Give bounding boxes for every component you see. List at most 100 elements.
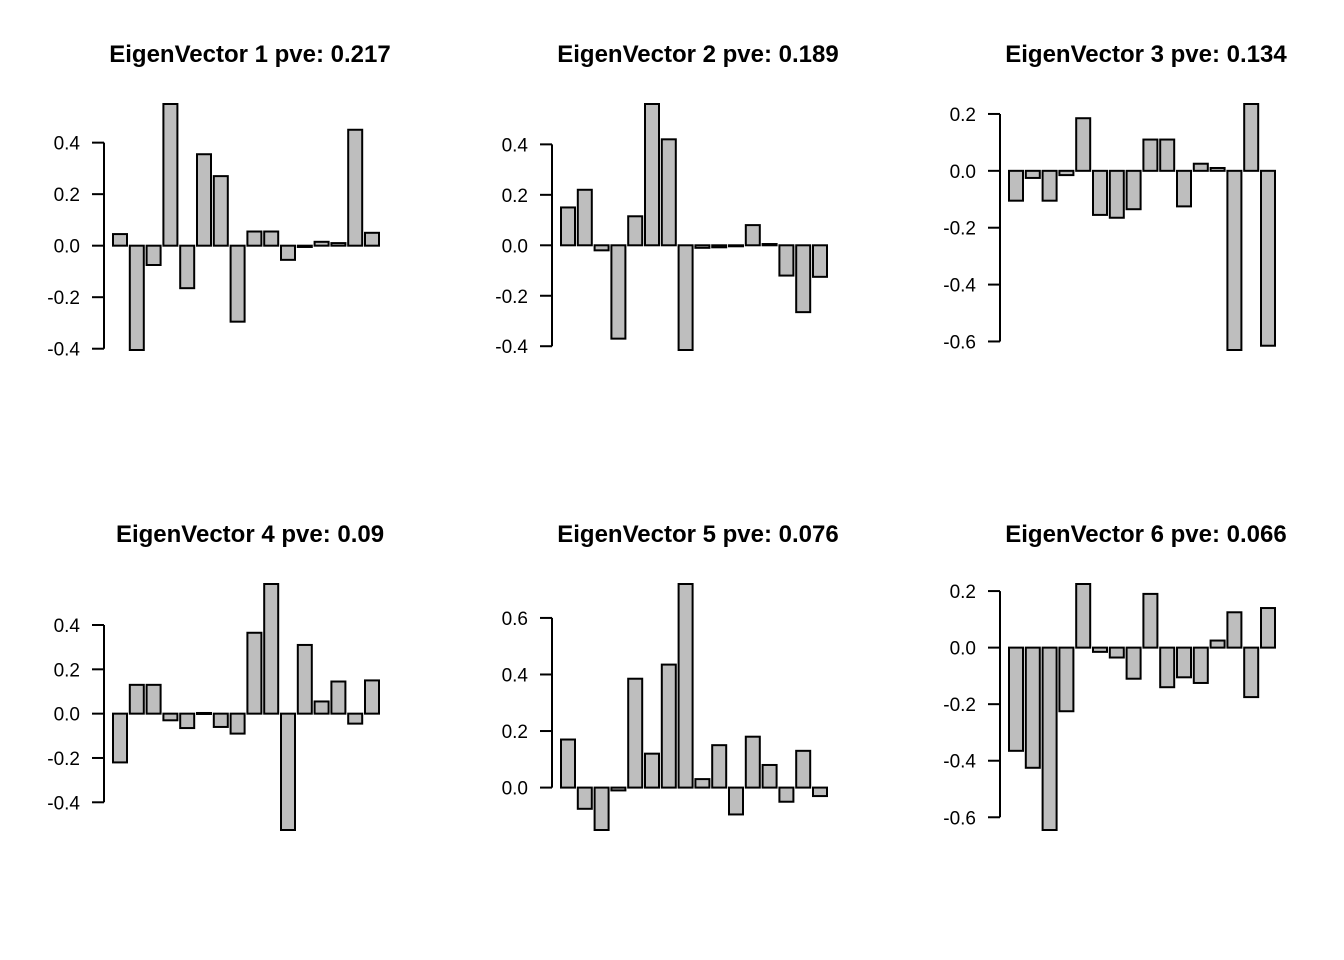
- y-tick-label: -0.2: [47, 288, 80, 309]
- y-tick-label: 0.6: [502, 609, 528, 630]
- bar-6: [644, 752, 660, 789]
- bar-3: [593, 786, 610, 832]
- chart-panel-6: EigenVector 6 pve: 0.066 -0.6 -0.4 -0.2 0.0 0…: [943, 521, 1287, 831]
- bar-13: [761, 763, 778, 789]
- bar-15: [1243, 646, 1260, 699]
- chart-title: EigenVector 6 pve: 0.066: [1005, 521, 1286, 548]
- y-tick-label: 0.0: [950, 162, 976, 183]
- bar-9: [246, 631, 263, 715]
- bar-14: [1226, 611, 1243, 649]
- bar-2: [128, 683, 145, 715]
- bar-9: [1142, 592, 1159, 649]
- bar-14: [330, 242, 347, 247]
- bar-7: [660, 663, 677, 789]
- bar-14: [330, 680, 347, 715]
- y-tick-label: -0.2: [943, 219, 976, 240]
- y-tick-label: 0.0: [54, 237, 80, 258]
- bar-5: [627, 215, 644, 247]
- bar-9: [1142, 138, 1159, 172]
- bar-8: [677, 244, 694, 351]
- bar-1: [112, 233, 128, 247]
- bar-2: [1024, 646, 1041, 769]
- y-tick-label: 0.2: [54, 185, 80, 206]
- bar-4: [1058, 646, 1075, 713]
- bar-3: [593, 244, 610, 252]
- y-tick-label: 0.0: [950, 639, 976, 660]
- bar-12: [1192, 162, 1209, 172]
- bar-6: [1092, 169, 1108, 216]
- chart-panel-3: EigenVector 3 pve: 0.134 -0.6 -0.4 -0.2 0.0 0…: [943, 41, 1287, 353]
- bar-1: [560, 206, 576, 247]
- chart-panel-5: EigenVector 5 pve: 0.076 0.0 0.2 0.4 0.6: [502, 521, 839, 832]
- bar-14: [778, 786, 795, 803]
- y-tick-label: 0.4: [502, 665, 529, 686]
- bar-16: [1260, 169, 1276, 347]
- bar-5: [627, 677, 644, 789]
- y-tick-label: 0.2: [502, 186, 528, 207]
- bar-2: [1024, 169, 1041, 179]
- y-tick-label: 0.4: [54, 134, 81, 155]
- bar-7: [212, 175, 229, 247]
- bar-11: [280, 712, 296, 832]
- y-tick-label: -0.4: [47, 340, 80, 361]
- y-tick-label: -0.4: [943, 752, 976, 773]
- y-tick-label: 0.0: [54, 705, 80, 726]
- bar-15: [347, 128, 364, 247]
- bar-4: [162, 103, 179, 247]
- y-tick-label: 0.4: [502, 135, 529, 156]
- bar-4: [610, 244, 627, 340]
- chart-title: EigenVector 3 pve: 0.134: [1005, 41, 1287, 68]
- chart-title: EigenVector 4 pve: 0.09: [116, 521, 384, 548]
- bar-6: [196, 153, 212, 247]
- bar-1: [1008, 646, 1024, 752]
- chart-title: EigenVector 1 pve: 0.217: [109, 41, 390, 68]
- bar-2: [576, 786, 593, 810]
- y-tick-label: -0.6: [943, 808, 976, 829]
- bar-4: [162, 712, 179, 722]
- bar-10: [263, 583, 280, 715]
- y-tick-label: -0.2: [47, 749, 80, 770]
- bar-7: [1108, 169, 1125, 219]
- bar-15: [347, 712, 364, 725]
- bar-13: [761, 243, 778, 247]
- bar-13: [313, 700, 330, 715]
- bar-7: [1108, 646, 1125, 659]
- y-tick-label: 0.0: [502, 236, 528, 257]
- bar-12: [744, 735, 761, 789]
- bar-11: [280, 244, 296, 261]
- bar-3: [1041, 646, 1058, 831]
- bar-16: [1260, 607, 1276, 649]
- y-tick-label: 0.2: [502, 722, 528, 743]
- bar-13: [313, 240, 330, 247]
- bar-3: [1041, 169, 1058, 202]
- bar-11: [728, 244, 744, 248]
- bar-9: [694, 778, 711, 789]
- y-tick-label: -0.2: [943, 695, 976, 716]
- bar-1: [560, 738, 576, 789]
- y-tick-label: -0.2: [495, 287, 528, 308]
- bar-6: [644, 103, 660, 247]
- bar-8: [229, 712, 246, 735]
- bar-6: [1092, 646, 1108, 653]
- bar-8: [229, 244, 246, 323]
- bar-5: [179, 244, 196, 290]
- bar-4: [610, 786, 627, 792]
- bar-5: [1075, 583, 1092, 649]
- bar-5: [179, 712, 196, 730]
- bar-12: [744, 224, 761, 247]
- bar-3: [145, 683, 162, 715]
- bar-12: [1192, 646, 1209, 684]
- bar-7: [660, 138, 677, 247]
- y-tick-label: 0.2: [950, 105, 976, 126]
- bar-1: [1008, 169, 1024, 202]
- bar-4: [1058, 169, 1075, 177]
- bar-14: [1226, 169, 1243, 351]
- bar-8: [677, 583, 694, 789]
- bar-10: [711, 744, 728, 789]
- chart-panel-1: EigenVector 1 pve: 0.217 -0.4 -0.2 0.0 0.2 0.…: [47, 41, 390, 361]
- bar-8: [1125, 169, 1142, 211]
- bar-3: [145, 244, 162, 266]
- bar-16: [812, 786, 828, 798]
- bar-12: [296, 643, 313, 715]
